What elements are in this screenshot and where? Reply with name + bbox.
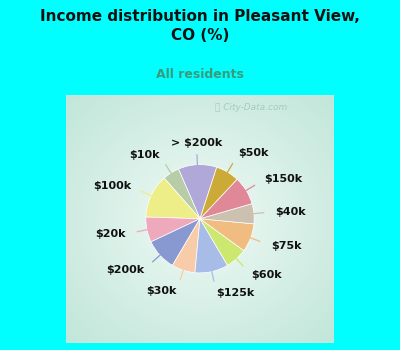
Text: $40k: $40k bbox=[276, 206, 306, 217]
Wedge shape bbox=[200, 219, 244, 265]
Wedge shape bbox=[178, 164, 217, 219]
Text: $50k: $50k bbox=[238, 148, 269, 159]
Text: $10k: $10k bbox=[129, 150, 159, 160]
Wedge shape bbox=[200, 179, 252, 219]
Wedge shape bbox=[151, 219, 200, 265]
Text: $30k: $30k bbox=[146, 286, 176, 296]
Wedge shape bbox=[146, 217, 200, 242]
Wedge shape bbox=[172, 219, 200, 273]
Wedge shape bbox=[200, 204, 254, 224]
Text: $100k: $100k bbox=[93, 181, 131, 191]
Wedge shape bbox=[195, 219, 228, 273]
Text: $75k: $75k bbox=[271, 240, 302, 251]
Text: All residents: All residents bbox=[156, 68, 244, 81]
Text: Income distribution in Pleasant View,
CO (%): Income distribution in Pleasant View, CO… bbox=[40, 9, 360, 43]
Text: $20k: $20k bbox=[95, 229, 126, 239]
Text: $60k: $60k bbox=[251, 270, 282, 280]
Text: > $200k: > $200k bbox=[171, 138, 222, 148]
Wedge shape bbox=[146, 178, 200, 219]
Text: ⓘ City-Data.com: ⓘ City-Data.com bbox=[215, 103, 287, 112]
Wedge shape bbox=[164, 169, 200, 219]
Text: $125k: $125k bbox=[216, 288, 255, 298]
Text: $150k: $150k bbox=[265, 174, 303, 184]
Wedge shape bbox=[200, 219, 254, 251]
Wedge shape bbox=[200, 167, 237, 219]
Text: $200k: $200k bbox=[106, 265, 144, 275]
